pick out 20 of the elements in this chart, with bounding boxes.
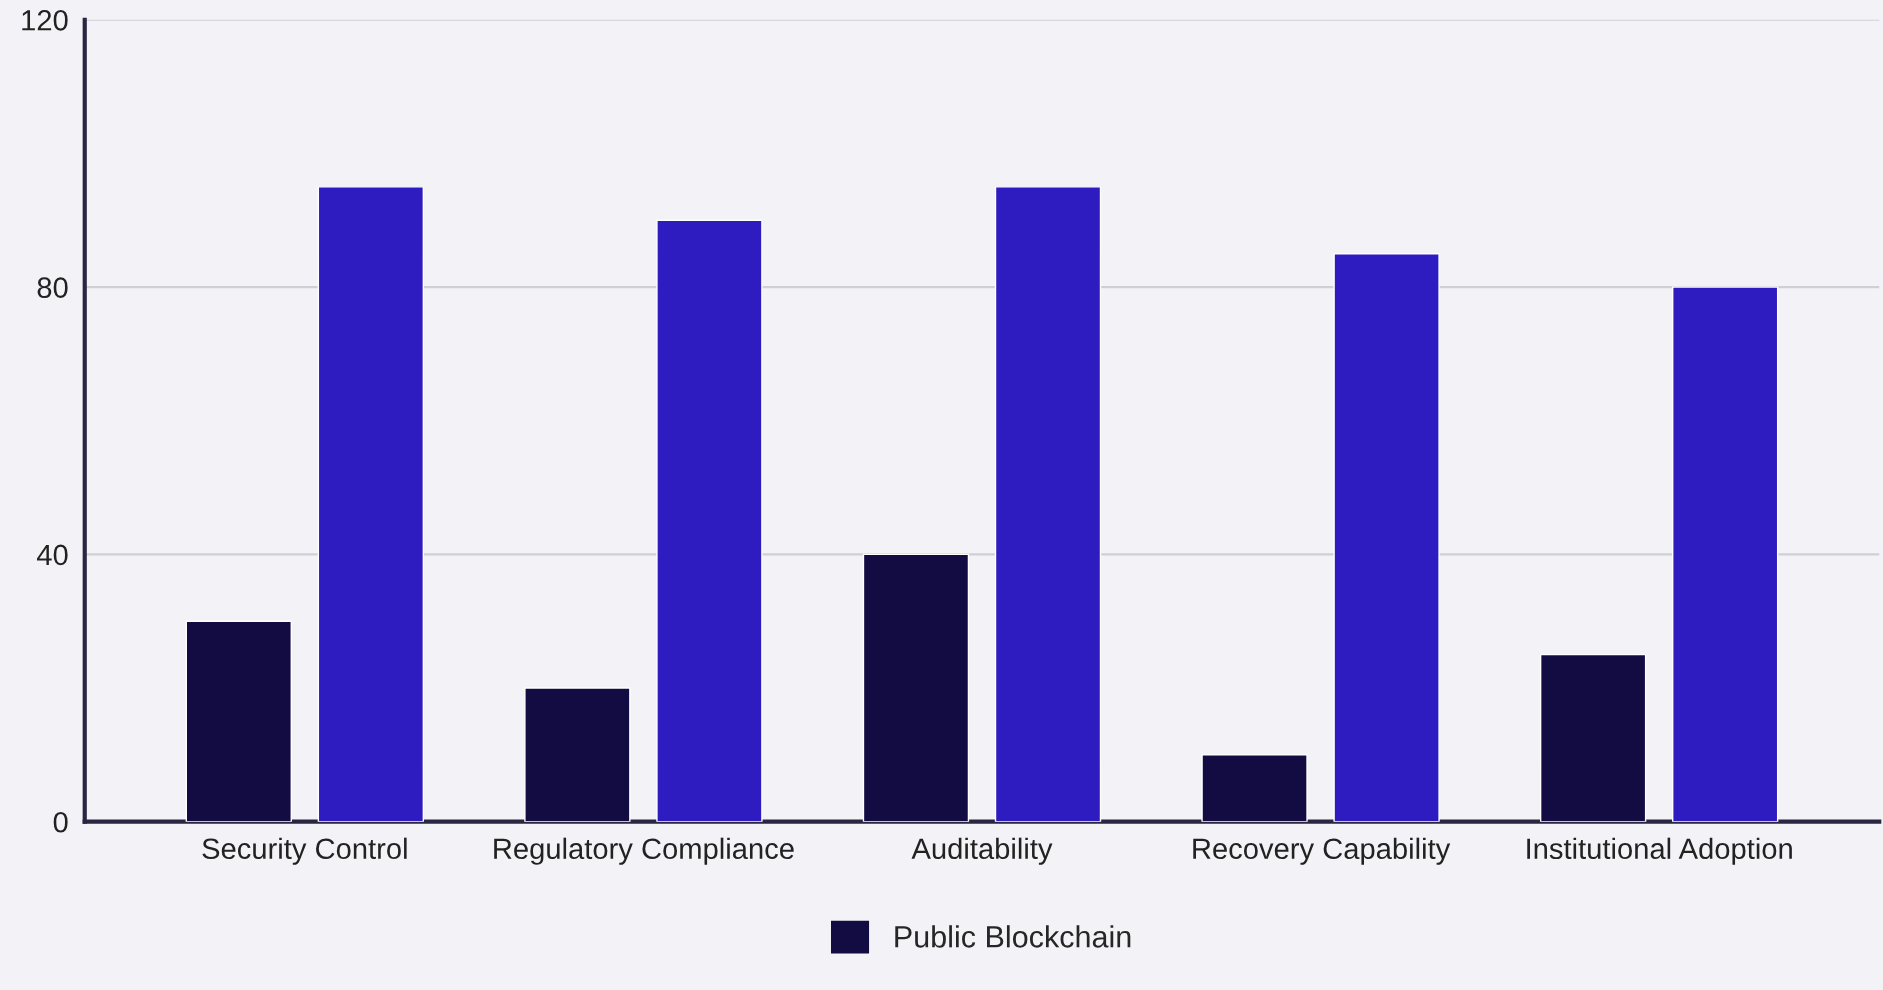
x-tick-label: Security Control: [202, 837, 407, 865]
bar: [862, 553, 970, 822]
x-tick-label: Institutional Adoption: [1527, 837, 1792, 865]
y-tick-label: 40: [36, 544, 68, 566]
bar: [317, 186, 425, 822]
bar: [656, 219, 763, 822]
y-tick-label: 0: [53, 811, 68, 833]
bar: [524, 687, 631, 822]
bar: [1539, 653, 1647, 822]
x-tick-label: Auditability: [911, 837, 1053, 865]
y-tick-label: 120: [22, 10, 68, 31]
x-tick-label: Regulatory Compliance: [494, 837, 794, 865]
y-tick-label: 80: [37, 277, 68, 298]
bar: [1333, 252, 1440, 822]
bar: [185, 620, 292, 822]
bar: [1672, 286, 1779, 822]
bar: [994, 186, 1102, 822]
legend-label: Public Blockchain: [895, 925, 1131, 948]
bar: [1201, 754, 1308, 822]
x-tick-label: Recovery Capability: [1193, 837, 1451, 865]
